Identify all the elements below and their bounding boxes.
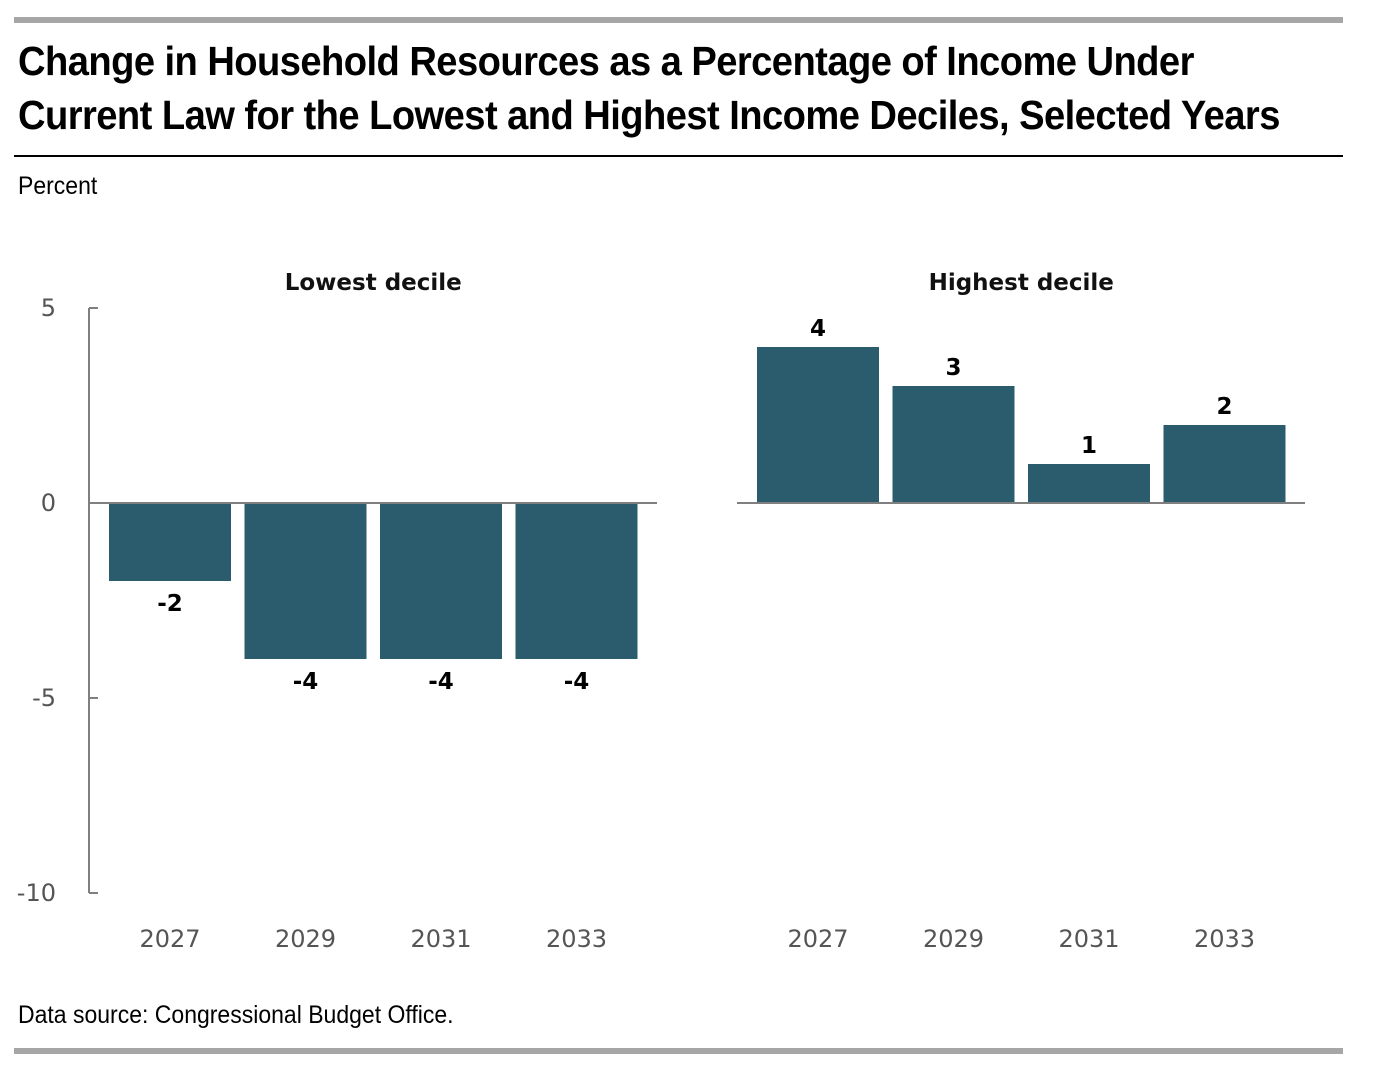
y-tick-label: -5 xyxy=(32,684,56,712)
data-label: 4 xyxy=(810,316,826,342)
bar xyxy=(892,386,1015,503)
y-tick-label: 0 xyxy=(41,489,56,517)
bar xyxy=(244,503,367,659)
data-label: 1 xyxy=(1081,433,1097,459)
top-rule xyxy=(14,17,1343,23)
x-tick-label: 2029 xyxy=(923,925,984,953)
chart-title-line-2: Current Law for the Lowest and Highest I… xyxy=(18,92,1280,138)
data-label: -4 xyxy=(428,669,454,695)
data-label: -4 xyxy=(564,669,590,695)
title-divider xyxy=(14,155,1343,157)
y-tick-label: -10 xyxy=(17,879,56,907)
bar xyxy=(380,503,502,659)
x-tick-label: 2027 xyxy=(139,925,200,953)
x-tick-label: 2033 xyxy=(546,925,607,953)
y-axis-unit-label: Percent xyxy=(18,172,98,200)
bar xyxy=(515,503,638,659)
bottom-rule xyxy=(14,1048,1343,1054)
bar xyxy=(1028,464,1150,503)
data-label: 2 xyxy=(1216,394,1232,420)
y-tick-label: 5 xyxy=(41,294,56,322)
x-tick-label: 2031 xyxy=(410,925,471,953)
bar xyxy=(1163,425,1286,503)
bar xyxy=(109,503,231,581)
data-label: -2 xyxy=(157,591,183,617)
x-tick-label: 2033 xyxy=(1194,925,1255,953)
x-tick-label: 2027 xyxy=(787,925,848,953)
bar xyxy=(757,347,879,503)
data-label: 3 xyxy=(945,355,961,381)
x-tick-label: 2029 xyxy=(275,925,336,953)
chart-title: Change in Household Resources as a Perce… xyxy=(18,34,1280,142)
panel-title: Highest decile xyxy=(929,270,1114,296)
panel-title: Lowest decile xyxy=(285,270,462,296)
data-source-note: Data source: Congressional Budget Office… xyxy=(18,1001,454,1029)
chart-title-line-1: Change in Household Resources as a Perce… xyxy=(18,38,1194,84)
x-tick-label: 2031 xyxy=(1058,925,1119,953)
data-label: -4 xyxy=(293,669,319,695)
